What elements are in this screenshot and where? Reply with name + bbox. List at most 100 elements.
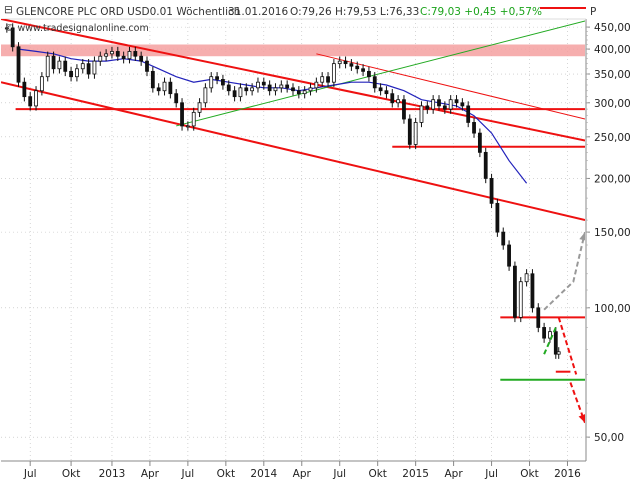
candle-body xyxy=(378,87,383,92)
projection-path xyxy=(557,317,578,375)
candle-body xyxy=(454,99,459,104)
candle-body xyxy=(110,51,114,55)
candle-body xyxy=(162,81,167,92)
candle-body xyxy=(28,96,33,107)
candle-body xyxy=(115,51,120,57)
candle-body xyxy=(16,46,21,83)
chart-date: 31.01.2016 xyxy=(228,6,288,18)
candle-body xyxy=(244,87,249,92)
candle-body xyxy=(133,51,138,57)
x-tick-label: Jul xyxy=(484,468,498,480)
candle-body xyxy=(553,331,558,355)
candle-body xyxy=(501,231,506,246)
candle-body xyxy=(261,81,266,86)
x-tick-label: Apr xyxy=(141,468,160,480)
candle-body xyxy=(57,60,62,70)
candle-body xyxy=(337,60,342,65)
candle-body xyxy=(513,265,517,318)
candle-body xyxy=(437,99,441,107)
candle-body xyxy=(343,60,348,65)
candle-body xyxy=(361,68,365,72)
moving-average xyxy=(18,48,528,184)
candle-body xyxy=(63,60,68,72)
x-tick-label: 2015 xyxy=(402,468,429,480)
candle-body xyxy=(209,76,214,89)
candle-body xyxy=(191,111,196,127)
candle-body xyxy=(150,70,155,89)
resistance-band xyxy=(1,44,585,57)
y-tick-label: 250,00 xyxy=(594,132,630,144)
candle-body xyxy=(542,327,547,339)
candle-body xyxy=(314,81,319,89)
candle-body xyxy=(495,202,500,233)
candle-body xyxy=(296,90,301,95)
trend-line xyxy=(316,53,585,120)
collapse-toggle-icon[interactable]: ⊟ xyxy=(4,4,13,16)
candle-body xyxy=(86,63,91,75)
candle-body xyxy=(489,178,494,204)
candle-body xyxy=(425,105,430,110)
resistance-band-rect xyxy=(1,44,585,57)
candle-body xyxy=(331,63,336,83)
watermark: © www.tradesignalonline.com xyxy=(5,23,149,34)
y-tick-label: 300,00 xyxy=(594,98,630,110)
candle-body xyxy=(232,90,237,98)
candle-body xyxy=(197,102,202,113)
trend-lines xyxy=(1,19,585,222)
y-tick-label: 50,00 xyxy=(594,432,624,444)
x-tick-label: Okt xyxy=(368,468,386,480)
candle-body xyxy=(98,55,103,62)
candle-body xyxy=(174,93,179,104)
candle-body xyxy=(466,105,471,123)
candle-body xyxy=(413,122,418,145)
x-tick-label: 2016 xyxy=(554,468,581,480)
candle-body xyxy=(431,99,436,110)
trend-line xyxy=(1,19,585,142)
candle-body xyxy=(121,55,126,60)
projection-path xyxy=(543,231,585,311)
candle-body xyxy=(92,60,97,75)
candle-body xyxy=(390,93,395,104)
x-tick-label: Okt xyxy=(62,468,80,480)
candle-body xyxy=(226,84,231,92)
chart-header: ⊟ GLENCORE PLC ORD USD0.01 Wöchentlich 3… xyxy=(4,4,596,18)
chart-title: GLENCORE PLC ORD USD0.01 Wöchentlich xyxy=(16,6,240,18)
y-tick-label: 100,00 xyxy=(594,303,630,315)
candle-body xyxy=(215,76,219,80)
candle-body xyxy=(256,81,260,89)
x-tick-label: Okt xyxy=(520,468,538,480)
chart-close-change: C:79,03 +0,45 +0,57% xyxy=(420,6,542,18)
y-tick-label: 200,00 xyxy=(594,173,630,185)
candle-body xyxy=(127,51,132,60)
projection-arrowhead xyxy=(578,414,585,423)
candle-body xyxy=(402,99,406,120)
moving-average-line xyxy=(18,48,528,184)
candle-body xyxy=(104,53,109,57)
candle-body xyxy=(477,132,482,153)
candle-body xyxy=(185,125,190,128)
candle-body xyxy=(238,87,243,98)
scale-badge[interactable]: P xyxy=(590,6,596,18)
candle-body xyxy=(349,63,354,67)
x-tick-label: 2013 xyxy=(99,468,126,480)
candle-body xyxy=(472,122,476,134)
candle-body xyxy=(372,76,377,89)
x-tick-label: Jul xyxy=(23,468,37,480)
candle-body xyxy=(556,351,561,355)
projection-path xyxy=(543,327,557,355)
candle-body xyxy=(407,118,412,145)
candle-body xyxy=(4,27,9,30)
candle-body xyxy=(367,70,371,78)
candle-body xyxy=(442,105,447,110)
x-tick-label: Okt xyxy=(217,468,235,480)
x-tick-label: 2014 xyxy=(250,468,277,480)
x-tick-label: Jul xyxy=(181,468,195,480)
candle-body xyxy=(518,281,523,318)
x-tick-label: Apr xyxy=(445,468,464,480)
candle-body xyxy=(530,273,535,309)
candle-body xyxy=(39,76,44,92)
candle-body xyxy=(69,70,73,78)
candle-body xyxy=(355,65,360,70)
